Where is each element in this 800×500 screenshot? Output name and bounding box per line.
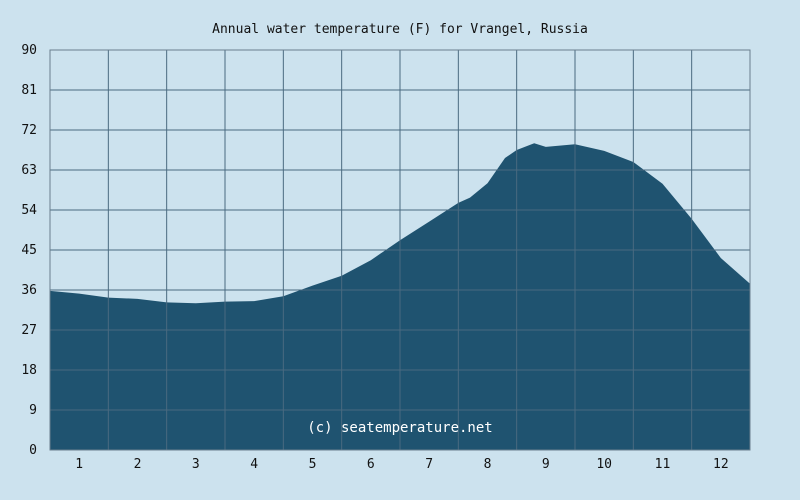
x-tick-label: 11 — [655, 457, 671, 472]
x-tick-label: 6 — [367, 457, 375, 472]
x-tick-label: 5 — [309, 457, 317, 472]
y-tick-label: 27 — [21, 323, 37, 338]
y-tick-label: 36 — [21, 283, 37, 298]
y-tick-label: 54 — [21, 203, 37, 218]
x-tick-label: 7 — [425, 457, 433, 472]
y-tick-label: 90 — [21, 43, 37, 58]
y-tick-label: 45 — [21, 243, 37, 258]
x-tick-label: 3 — [192, 457, 200, 472]
watermark: (c) seatemperature.net — [307, 420, 492, 436]
x-tick-label: 10 — [596, 457, 612, 472]
x-tick-label: 12 — [713, 457, 729, 472]
y-tick-label: 63 — [21, 163, 37, 178]
x-tick-label: 1 — [75, 457, 83, 472]
x-tick-label: 9 — [542, 457, 550, 472]
y-tick-label: 0 — [29, 443, 37, 458]
plot-border — [49, 49, 751, 451]
x-tick-label: 4 — [250, 457, 258, 472]
y-tick-label: 81 — [21, 83, 37, 98]
x-tick-label: 8 — [484, 457, 492, 472]
chart-title: Annual water temperature (F) for Vrangel… — [212, 22, 588, 37]
y-tick-label: 18 — [21, 363, 37, 378]
y-tick-label: 72 — [21, 123, 37, 138]
y-tick-label: 9 — [29, 403, 37, 418]
x-tick-label: 2 — [134, 457, 142, 472]
